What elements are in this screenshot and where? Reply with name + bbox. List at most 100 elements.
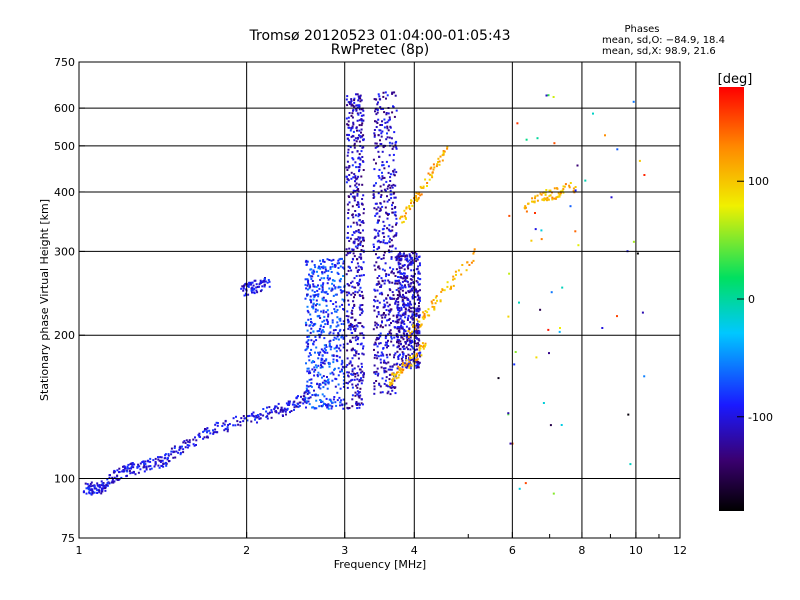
data-point <box>525 210 528 213</box>
data-point <box>507 315 510 318</box>
data-point <box>212 431 215 434</box>
data-point <box>348 292 351 295</box>
data-point <box>376 248 379 251</box>
data-point <box>320 364 322 367</box>
data-point <box>417 363 420 366</box>
data-point <box>377 234 380 237</box>
data-point <box>388 384 391 387</box>
data-point <box>334 293 337 296</box>
data-point <box>336 316 339 319</box>
data-point <box>164 453 167 456</box>
data-point <box>357 203 360 206</box>
data-point <box>337 286 340 289</box>
data-point <box>375 126 378 128</box>
data-point <box>355 230 358 233</box>
data-point <box>422 345 425 348</box>
data-point <box>298 401 301 404</box>
data-point <box>400 276 402 279</box>
data-point <box>326 277 329 279</box>
data-point <box>351 280 354 283</box>
x-tick-label: 8 <box>578 544 585 557</box>
data-point <box>351 205 354 208</box>
data-point <box>408 263 411 266</box>
data-point <box>396 320 399 323</box>
data-point <box>398 331 401 334</box>
data-point <box>358 119 361 122</box>
data-point <box>400 315 403 318</box>
data-point <box>384 367 387 370</box>
data-point <box>258 417 261 420</box>
data-point <box>414 251 417 254</box>
data-point <box>212 432 215 435</box>
data-point <box>347 120 350 123</box>
data-point <box>380 178 383 181</box>
data-point <box>541 198 544 201</box>
data-point <box>347 374 349 377</box>
data-point <box>405 254 408 257</box>
data-point <box>167 460 170 463</box>
data-point <box>360 268 363 271</box>
data-point <box>376 306 379 309</box>
data-point <box>352 216 355 219</box>
data-point <box>304 297 307 300</box>
data-point <box>346 386 349 389</box>
data-point <box>383 126 386 129</box>
data-point <box>325 358 328 361</box>
data-point <box>356 378 359 381</box>
data-point <box>304 349 307 352</box>
data-point <box>406 276 409 279</box>
data-point <box>345 117 348 120</box>
data-point <box>159 456 162 459</box>
data-point <box>414 257 417 260</box>
data-point <box>387 385 389 388</box>
data-point <box>377 192 380 195</box>
data-point <box>352 191 355 194</box>
data-point <box>391 270 393 273</box>
data-point <box>385 297 388 300</box>
data-point <box>178 448 181 451</box>
data-point <box>248 283 251 286</box>
data-point <box>558 330 561 333</box>
data-point <box>359 163 362 166</box>
data-point <box>443 289 446 292</box>
data-point <box>554 197 557 200</box>
data-point <box>394 275 397 277</box>
data-point <box>349 326 352 329</box>
data-point <box>356 262 359 265</box>
data-point <box>404 364 407 367</box>
data-point <box>337 259 340 262</box>
data-point <box>251 281 254 284</box>
data-point <box>322 282 325 285</box>
data-point <box>403 264 406 266</box>
data-point <box>389 296 392 299</box>
data-point <box>386 94 389 97</box>
data-point <box>322 265 325 268</box>
data-point <box>134 473 137 476</box>
data-point <box>138 465 141 468</box>
data-point <box>401 313 404 316</box>
data-point <box>405 346 408 349</box>
data-point <box>216 424 219 427</box>
data-point <box>403 275 406 278</box>
data-point <box>356 393 359 396</box>
data-point <box>179 453 182 456</box>
data-point <box>314 308 317 311</box>
data-point <box>388 224 391 227</box>
data-point <box>426 185 428 187</box>
data-point <box>403 333 406 336</box>
data-point <box>308 378 311 381</box>
data-point <box>592 112 594 115</box>
data-point <box>320 266 323 269</box>
data-point <box>417 342 420 345</box>
data-point <box>394 282 397 285</box>
data-point <box>416 358 419 361</box>
data-point <box>404 316 407 319</box>
data-point <box>414 328 417 331</box>
data-point <box>325 359 327 362</box>
data-point <box>383 200 386 203</box>
data-point <box>375 326 378 329</box>
data-point <box>316 375 319 378</box>
data-point <box>354 238 357 241</box>
data-point <box>144 460 147 463</box>
data-point <box>398 270 401 273</box>
